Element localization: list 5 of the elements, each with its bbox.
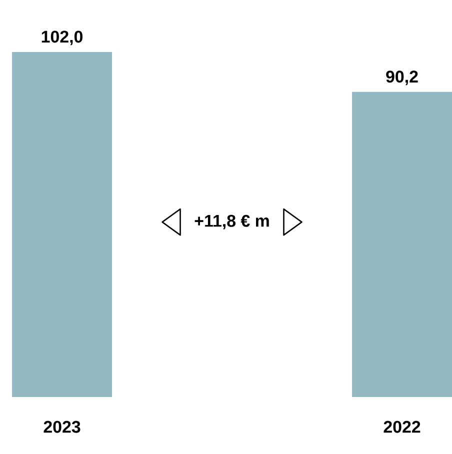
x-tick-label: 2022 bbox=[384, 420, 420, 433]
data-label: 102,0 bbox=[42, 30, 82, 46]
data-label: 90,2 bbox=[386, 70, 418, 86]
annotation: +11,8 € m bbox=[194, 214, 269, 230]
x-tick-label: 2023 bbox=[44, 420, 80, 433]
